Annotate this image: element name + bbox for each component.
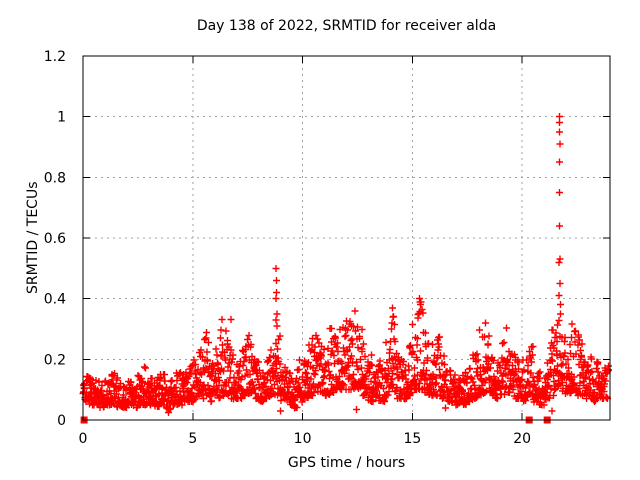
x-tick-label: 15: [403, 431, 421, 447]
x-tick-label: 10: [294, 431, 312, 447]
y-axis-title: SRMTID / TECUs: [25, 181, 41, 295]
y-tick-label: 1.2: [44, 49, 66, 65]
x-axis-title: GPS time / hours: [287, 455, 406, 471]
x-tick-label: 5: [188, 431, 197, 447]
y-tick-label: 0: [57, 413, 66, 429]
chart-title: Day 138 of 2022, SRMTID for receiver ald…: [196, 18, 497, 34]
y-tick-label: 0.8: [44, 170, 66, 186]
y-tick-label: 1: [57, 110, 66, 126]
y-tick-label: 0.2: [44, 352, 66, 368]
scatter-points: [79, 113, 612, 416]
y-tick-label: 0.4: [44, 292, 66, 308]
x-tick-label: 20: [513, 431, 531, 447]
y-tick-label: 0.6: [44, 231, 66, 247]
x-tick-label: 0: [79, 431, 88, 447]
